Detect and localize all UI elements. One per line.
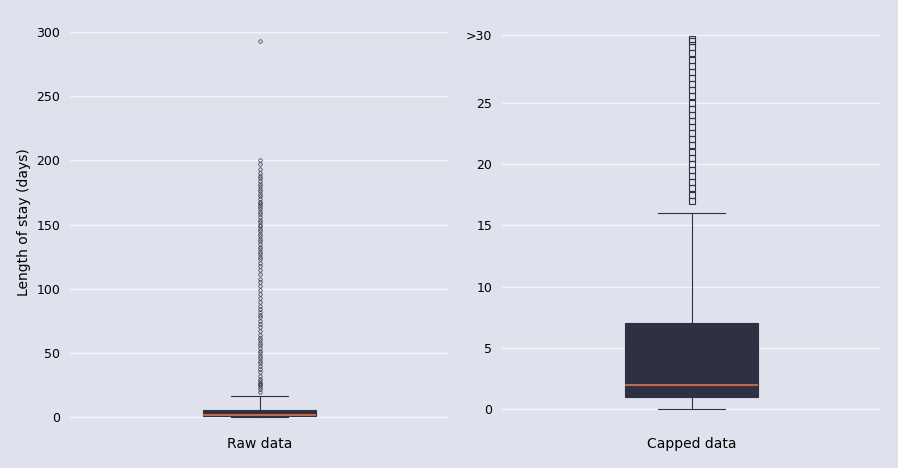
PathPatch shape <box>625 323 758 397</box>
PathPatch shape <box>203 410 316 416</box>
Y-axis label: Length of stay (days): Length of stay (days) <box>17 148 31 296</box>
